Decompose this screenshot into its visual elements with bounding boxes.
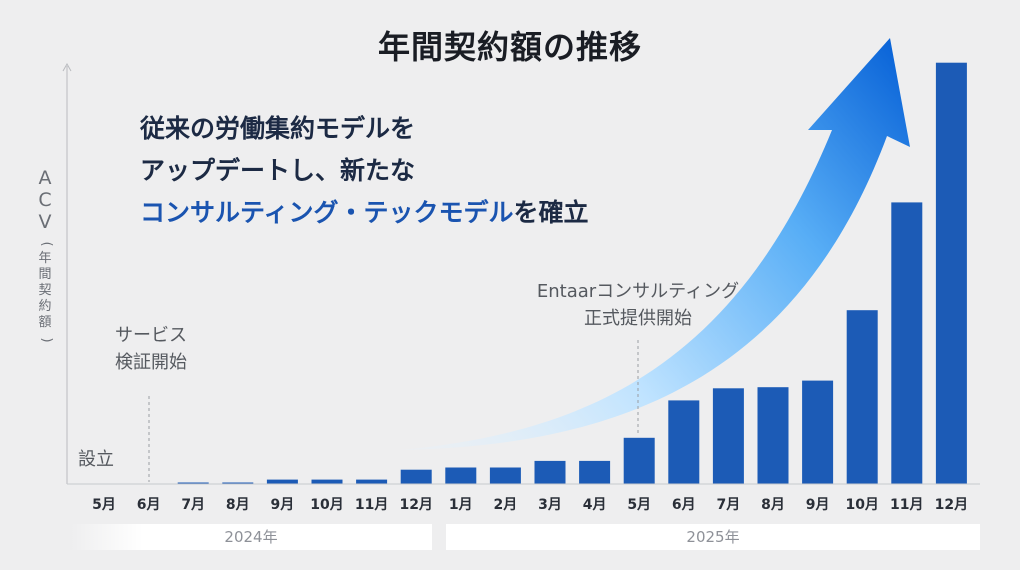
bar-19 bbox=[891, 202, 923, 484]
x-tick-label: 11月 bbox=[890, 497, 923, 513]
x-tick-label: 10月 bbox=[845, 497, 878, 513]
x-tick-label: 11月 bbox=[355, 497, 388, 513]
x-tick-label: 1月 bbox=[449, 497, 473, 513]
annotation-founding: 設立 bbox=[78, 449, 114, 470]
x-tick-label: 5月 bbox=[92, 497, 116, 513]
bar-14 bbox=[668, 400, 700, 484]
bar-20 bbox=[935, 62, 967, 484]
year-band-2024: 2024年 bbox=[70, 524, 432, 550]
headline-line-2: アップデートし、新たな bbox=[140, 156, 416, 185]
headline-highlight: コンサルティング・テックモデル bbox=[140, 198, 514, 227]
growth-arrow bbox=[400, 38, 910, 450]
bar-17 bbox=[802, 380, 834, 484]
x-tick-label: 7月 bbox=[717, 497, 741, 513]
bar-9 bbox=[445, 467, 477, 484]
y-axis-abbr: A C V bbox=[38, 167, 52, 233]
x-tick-labels: 5月 6月 7月 8月 9月 10月 11月 12月 1月 2月 3月 4月 5月 6月 7月 8月 9月 10月… bbox=[92, 497, 968, 513]
bar-11 bbox=[534, 460, 566, 484]
x-tick-label: 8月 bbox=[761, 497, 785, 513]
bars-layer bbox=[177, 62, 967, 484]
bar-7 bbox=[356, 479, 388, 484]
x-tick-label: 10月 bbox=[310, 497, 343, 513]
x-tick-label: 3月 bbox=[538, 497, 562, 513]
bar-18 bbox=[846, 310, 878, 484]
x-tick-label: 4月 bbox=[583, 497, 607, 513]
bar-13 bbox=[623, 437, 655, 484]
chart-title: 年間契約額の推移 bbox=[377, 28, 642, 66]
x-tick-label: 5月 bbox=[627, 497, 651, 513]
x-tick-label: 6月 bbox=[137, 497, 161, 513]
bar-12 bbox=[579, 460, 611, 484]
bar-6 bbox=[311, 479, 343, 484]
x-tick-label: 8月 bbox=[226, 497, 250, 513]
bar-4 bbox=[222, 482, 254, 484]
x-tick-label: 9月 bbox=[806, 497, 830, 513]
x-tick-label: 12月 bbox=[935, 497, 968, 513]
x-tick-label: 12月 bbox=[399, 497, 432, 513]
y-axis-arrow-icon bbox=[62, 62, 72, 72]
bar-10 bbox=[489, 467, 521, 484]
bar-8 bbox=[400, 469, 432, 484]
bar-15 bbox=[712, 388, 744, 484]
x-tick-label: 6月 bbox=[672, 497, 696, 513]
annotation-entaar-launch: Entaarコンサルティング 正式提供開始 bbox=[536, 281, 740, 329]
x-tick-label: 7月 bbox=[181, 497, 205, 513]
year-band-2025: 2025年 bbox=[446, 524, 980, 550]
annotation-service-start: サービス 検証開始 bbox=[115, 325, 187, 373]
headline-line-3-rest: を確立 bbox=[513, 198, 589, 227]
headline-line-3: コンサルティング・テックモデルを確立 bbox=[140, 192, 589, 234]
headline-line-1: 従来の労働集約モデルを bbox=[140, 114, 416, 143]
bar-5 bbox=[266, 479, 298, 484]
bar-3 bbox=[177, 482, 209, 484]
x-tick-label: 9月 bbox=[271, 497, 295, 513]
x-tick-label: 2月 bbox=[494, 497, 518, 513]
headline: 従来の労働集約モデルを アップデートし、新たな コンサルティング・テックモデルを… bbox=[140, 108, 589, 234]
y-axis-paren: ( 年 間 契 約 額 ) bbox=[38, 241, 54, 343]
y-axis-label: A C V ( 年 間 契 約 額 ) bbox=[33, 168, 57, 348]
bar-16 bbox=[757, 387, 789, 484]
